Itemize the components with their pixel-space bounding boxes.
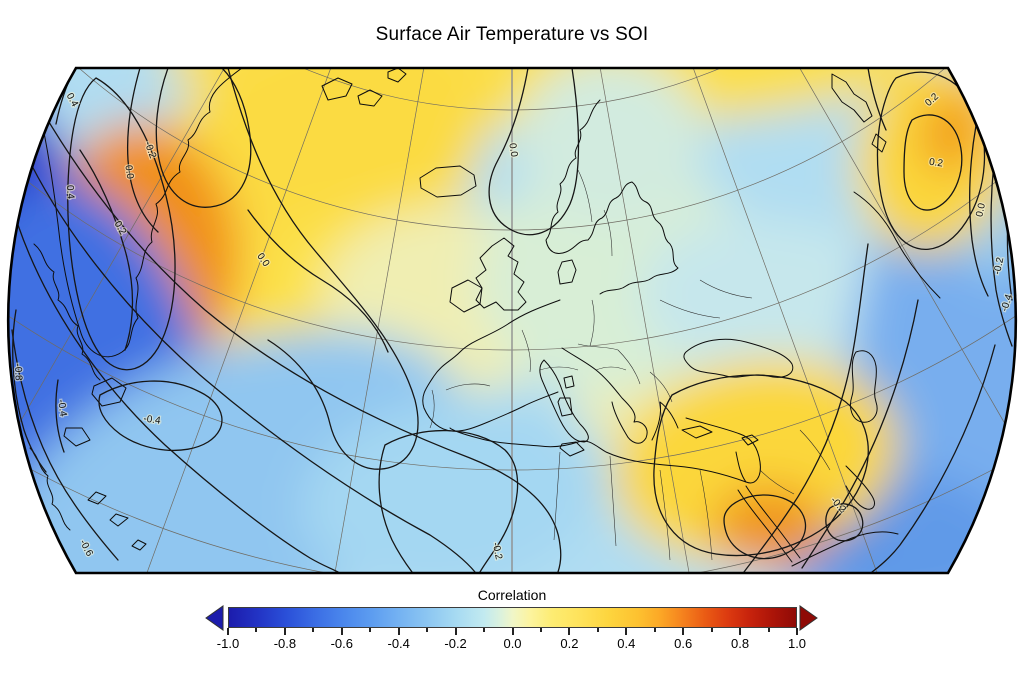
coast-red-sea [737,485,801,563]
contour--0.2-greenland-sea [155,68,252,208]
contour-label: 0.0 [974,202,988,218]
colorbar-minor-tick [426,628,429,632]
colorbar-left-arrow [205,605,224,631]
colorbar-tick-label: 0.8 [731,636,750,651]
colorbar-major-tick [511,628,514,635]
colorbar-tick-label: 0.6 [674,636,693,651]
colorbar-tick-label: 1.0 [787,636,807,651]
colorbar-major-tick [454,628,457,635]
colorbar-tick-label: 0.4 [617,636,636,651]
contour--0.2-lower-right [801,299,919,569]
contour-label: -0.2 [992,256,1006,276]
colorbar-minor-tick [653,628,656,632]
contour-0.2-siberia-inner [903,114,963,211]
colorbar-minor-tick [483,628,486,632]
contour--0.2-iberia [378,429,519,573]
coast-newfoundland [63,377,127,447]
colorbar-minor-tick [767,628,770,632]
contour-0.0-southwest [35,99,562,573]
colorbar-ticks: -1.0 -0.8 -0.6 -0.4 -0.2 0.0 0.2 0.4 0.6 0.8 1.0 [217,628,806,654]
coast-greece-aegean [651,401,713,441]
colorbar-tick-label: -0.2 [444,636,467,651]
coast-canada [33,243,101,381]
contour-0.4-greenland [67,77,176,371]
colorbar-major-tick [340,628,343,635]
colorbar-tick-label: -0.4 [387,636,410,651]
map-border [6,66,1018,575]
coast-ireland [449,279,483,313]
contour--0.4-southwest [17,224,339,573]
contour-0.0-topright [867,68,887,131]
colorbar-major-tick [283,628,286,635]
coast-turkey-levant [685,417,761,484]
coastlines [29,68,941,567]
coast-sardinia [557,375,575,417]
colorbar-major-tick [568,628,571,635]
contour--0.6-southwest [11,329,119,561]
colorbar-minor-tick [369,628,372,632]
coast-britain [475,237,527,311]
contour-0.0-greenland-east [126,68,159,233]
colorbar-title: Correlation [477,587,547,603]
contour-0.2-atlantic-band [227,68,419,470]
contour-label: 0.2 [928,157,944,170]
colorbar-major-tick [227,628,229,635]
coast-denmark [557,259,577,285]
figure-title: Surface Air Temperature vs SOI [375,24,649,45]
contour-0.4-arabia [723,494,807,560]
contour-label: -0.2 [490,541,504,561]
contour-0.0-norway-loop [488,68,580,236]
contour-label: -0.4 [143,413,162,426]
contour-label: 0.0 [506,142,519,158]
country-borders [429,169,831,561]
colorbar-major-tick [796,628,798,635]
coast-caspian [849,350,878,423]
contour-0.2-greenland-west [79,149,134,351]
coast-north-africa [449,427,747,483]
contour-label: 0.4 [64,185,76,200]
colorbar-tick-label: 0.0 [503,636,522,651]
colorbar-tick-label: -0.8 [273,636,297,651]
contour-0.0-east [743,243,869,573]
contour--0.8-limb [12,309,47,473]
colorbar-minor-tick [539,628,542,632]
coast-florida-bahamas [29,447,147,551]
coast-greenland [29,68,243,358]
coast-siberia [853,191,941,299]
colorbar-minor-tick [255,628,258,632]
contour--0.2-southwest [23,149,476,573]
colorbar-major-tick [397,628,400,635]
colorbar-gradient [228,607,797,628]
contour-spot-lower-right [825,503,864,542]
contour-label: -0.4 [55,399,68,418]
colorbar-right-arrow [799,605,818,631]
colorbar-minor-tick [596,628,599,632]
contour-0.0-midleft [247,209,389,353]
colorbar-tick-label: 0.2 [560,636,579,651]
contour--0.4-lower-right [871,344,996,573]
contour--0.4-loop [98,380,223,452]
contour-label: -0.8 [12,363,24,381]
coast-west-europe [422,299,561,432]
colorbar-major-tick [739,628,742,635]
coast-italy [539,359,589,443]
coast-iceland [419,165,477,198]
colorbar-major-tick [625,628,628,635]
contour-0.2-middle-east [653,374,869,557]
colorbar-tick-label: -0.6 [330,636,353,651]
contour-label: 0.0 [122,164,135,180]
colorbar-major-tick [682,628,685,635]
colorbar-minor-tick [710,628,713,632]
coast-sicily [559,441,585,457]
colorbar-tick-label: -1.0 [216,636,240,651]
coast-scandinavia [545,99,679,295]
coast-novaya-zemlya [831,73,887,153]
colorbar-minor-tick [312,628,315,632]
contour--0.4-left-short [55,379,65,453]
